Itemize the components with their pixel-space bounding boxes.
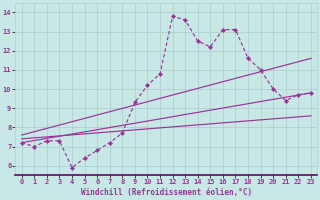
X-axis label: Windchill (Refroidissement éolien,°C): Windchill (Refroidissement éolien,°C) bbox=[81, 188, 252, 197]
